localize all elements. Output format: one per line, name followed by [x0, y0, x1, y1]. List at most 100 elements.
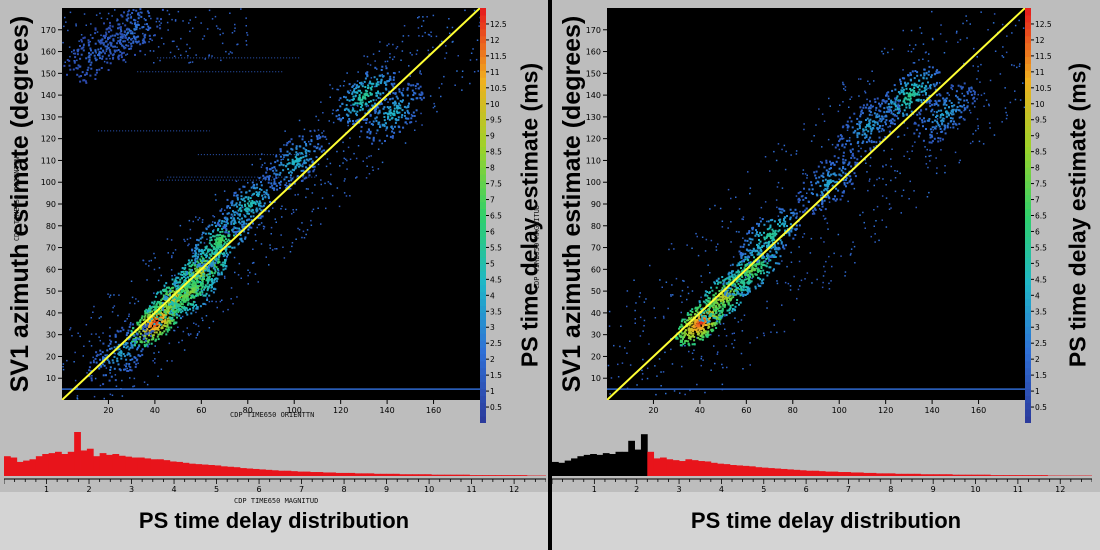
scatter-point — [660, 385, 662, 387]
scatter-point — [183, 298, 186, 301]
scatter-point — [873, 80, 875, 82]
histogram-bar — [437, 474, 445, 476]
scatter-point — [739, 301, 742, 304]
scatter-point — [360, 81, 363, 84]
scatter-point — [160, 318, 163, 321]
scatter-point — [939, 140, 942, 142]
scatter-point — [200, 255, 203, 258]
scatter-point — [197, 261, 200, 264]
scatter-point — [662, 371, 665, 373]
scatter-point — [255, 209, 257, 211]
scatter-point — [134, 53, 136, 56]
scatter-point — [119, 50, 122, 53]
scatter-point — [714, 324, 717, 327]
scatter-point — [729, 306, 732, 309]
scatter-point — [301, 165, 304, 168]
scatter-point — [358, 97, 361, 99]
scatter-point — [102, 383, 105, 386]
scatter-point — [419, 72, 421, 74]
scatter-point — [238, 242, 240, 244]
scatter-point — [213, 229, 215, 231]
scatter-point — [77, 50, 79, 52]
scatter-point — [197, 219, 199, 221]
scatter-point — [155, 326, 157, 329]
scatter-point — [223, 235, 226, 238]
scatter-point — [173, 310, 176, 313]
scatter-point — [120, 14, 123, 17]
scatter-point — [703, 317, 706, 319]
scatter-point — [626, 352, 628, 354]
scatter-point — [200, 269, 203, 272]
y-tick-label: 80 — [46, 222, 56, 231]
scatter-point — [130, 38, 132, 40]
scatter-point — [916, 85, 918, 88]
scatter-point — [260, 209, 263, 212]
scatter-point — [878, 120, 880, 122]
scatter-point — [243, 230, 246, 233]
scatter-point — [707, 330, 710, 333]
scatter-point — [284, 208, 287, 210]
scatter-point — [196, 334, 199, 336]
scatter-point — [414, 129, 416, 131]
scatter-point — [100, 34, 102, 36]
scatter-point — [885, 226, 888, 228]
scatter-point — [167, 319, 170, 322]
colorbar-tick-label: 3 — [490, 323, 495, 332]
scatter-point — [365, 122, 368, 124]
scatter-point — [121, 379, 123, 382]
scatter-point — [357, 98, 360, 101]
scatter-point — [426, 16, 428, 18]
scatter-point — [441, 40, 443, 43]
scatter-point — [375, 106, 378, 109]
scatter-point — [881, 50, 883, 53]
histogram-tick-label: 3 — [129, 485, 134, 492]
scatter-point — [137, 354, 140, 357]
scatter-point — [245, 25, 247, 27]
scatter-point — [325, 138, 328, 140]
scatter-point — [296, 163, 299, 166]
colorbar-tick-label: 5 — [490, 259, 495, 268]
scatter-point — [224, 225, 227, 228]
scatter-point — [268, 175, 271, 177]
scatter-point — [124, 34, 127, 37]
scatter-point — [828, 288, 831, 290]
scatter-point — [378, 139, 381, 142]
scatter-point — [348, 83, 351, 86]
scatter-point — [293, 169, 295, 172]
scatter-point — [92, 356, 94, 359]
scatter-point — [102, 332, 104, 334]
scatter-point — [157, 306, 160, 308]
scatter-point — [853, 245, 856, 248]
scatter-point — [234, 27, 236, 29]
histogram-bar — [80, 450, 88, 476]
scatter-point — [95, 59, 98, 62]
scatter-point — [180, 37, 182, 40]
colorbar-segment — [480, 153, 486, 161]
scatter-point — [184, 264, 187, 267]
scatter-point — [202, 294, 205, 297]
scatter-point — [204, 58, 206, 60]
scatter-point — [291, 143, 294, 146]
scatter-point — [375, 99, 377, 101]
scatter-point — [236, 296, 238, 298]
scatter-point — [743, 314, 746, 316]
scatter-point — [847, 200, 849, 203]
scatter-point — [74, 351, 76, 354]
scatter-point — [133, 377, 136, 380]
scatter-point — [209, 233, 212, 236]
scatter-point — [242, 206, 244, 209]
scatter-point — [207, 280, 210, 283]
scatter-point — [99, 42, 102, 45]
scatter-point — [721, 311, 723, 314]
scatter-point — [1005, 51, 1008, 54]
scatter-point — [251, 262, 254, 264]
histogram-bar — [227, 466, 234, 476]
scatter-point — [693, 335, 696, 338]
scatter-point — [402, 126, 405, 129]
colorbar-segment — [480, 84, 486, 92]
histogram-bar — [16, 461, 24, 476]
colorbar-segment — [480, 132, 486, 141]
scatter-point — [148, 41, 150, 43]
scatter-point — [252, 202, 255, 205]
scatter-point — [824, 217, 827, 220]
